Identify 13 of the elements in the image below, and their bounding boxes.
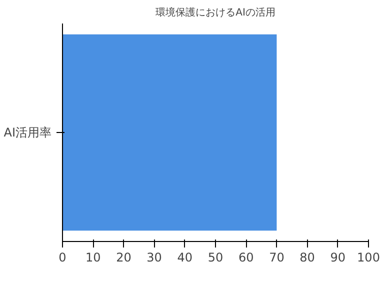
x-tick-label: 40 (177, 250, 193, 264)
x-tick-label: 80 (300, 250, 315, 264)
x-tick-label: 10 (85, 250, 101, 264)
x-tick-label: 90 (330, 250, 346, 264)
chart-title: 環境保護におけるAIの活用 (156, 6, 276, 18)
x-tick-label: 50 (208, 250, 224, 264)
x-tick-label: 100 (357, 250, 380, 264)
x-tick-label: 60 (238, 250, 254, 264)
x-tick-label: 20 (116, 250, 132, 264)
x-tick-label: 70 (269, 250, 284, 264)
y-tick-label: AI活用率 (4, 126, 52, 140)
x-tick-label: 0 (58, 250, 66, 264)
x-tick-label: 30 (146, 250, 162, 264)
